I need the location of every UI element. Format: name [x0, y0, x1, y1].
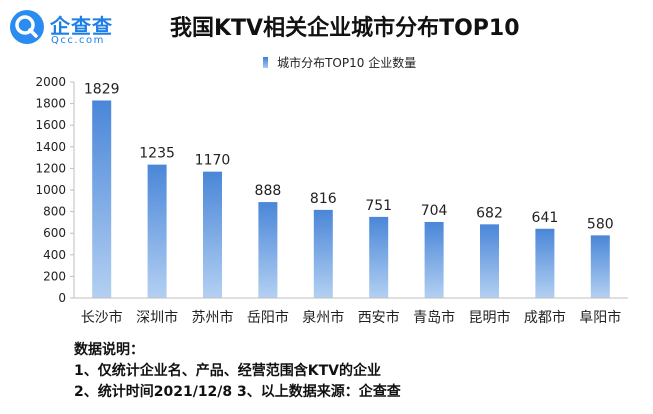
y-tick-label: 200 — [43, 269, 66, 283]
bar — [147, 164, 167, 298]
bar — [203, 171, 222, 298]
data-label: 1235 — [139, 146, 175, 162]
data-label: 888 — [255, 183, 282, 199]
chart-title: 我国KTV相关企业城市分布TOP10 — [170, 16, 520, 41]
data-label: 1829 — [84, 81, 120, 97]
y-tick-label: 1600 — [35, 118, 66, 132]
notes-heading: 数据说明： — [74, 342, 144, 358]
notes-line-1: 1、仅统计企业名、产品、经营范围含KTV的企业 — [74, 363, 381, 379]
data-notes: 数据说明： 1、仅统计企业名、产品、经营范围含KTV的企业 2、统计时间2021… — [74, 340, 401, 403]
x-tick-label: 深圳市 — [136, 309, 178, 326]
bar — [480, 224, 499, 298]
x-tick-label: 成都市 — [524, 309, 566, 326]
data-label: 1170 — [195, 153, 231, 169]
data-label: 682 — [476, 205, 503, 221]
x-axis: 长沙市 深圳市 苏州市 岳阳市 泉州市 西安市 青岛市 昆明市 成都市 阜阳市 — [74, 297, 628, 326]
data-label: 751 — [365, 198, 392, 214]
data-label: 704 — [421, 203, 448, 219]
bar — [369, 216, 389, 298]
y-tick-label: 600 — [43, 226, 66, 240]
x-tick-label: 泉州市 — [302, 309, 344, 326]
y-tick-label: 1200 — [35, 161, 66, 175]
bar — [313, 209, 333, 298]
y-tick-label: 1000 — [35, 183, 66, 197]
bar — [92, 100, 112, 298]
x-tick-label: 岳阳市 — [247, 309, 289, 326]
x-tick-label: 长沙市 — [81, 309, 123, 326]
y-axis: 0 200 400 600 800 1000 1200 1400 1600 1800 2000 — [35, 75, 75, 305]
data-label: 580 — [587, 216, 614, 232]
brand-url: Qcc.com — [51, 35, 105, 46]
y-tick-label: 1400 — [35, 140, 66, 154]
y-tick-label: 800 — [43, 205, 66, 219]
bar — [590, 235, 610, 298]
brand-logo: 企查查 Qcc.com — [10, 8, 130, 48]
legend-swatch — [263, 57, 268, 68]
y-tick-label: 400 — [43, 248, 66, 262]
data-label: 816 — [310, 191, 337, 207]
qcc-logo-icon — [10, 10, 44, 44]
x-tick-label: 昆明市 — [469, 309, 511, 326]
x-tick-label: 阜阳市 — [579, 309, 621, 326]
bar — [535, 228, 555, 298]
data-label: 641 — [532, 210, 559, 226]
legend-label: 城市分布TOP10 企业数量 — [277, 56, 417, 70]
bar — [424, 221, 444, 298]
bar — [258, 202, 278, 298]
bar-chart: 0 200 400 600 800 1000 1200 1400 1600 1800 2000 18… — [35, 75, 628, 326]
x-tick-label: 苏州市 — [192, 309, 234, 326]
x-tick-label: 青岛市 — [413, 309, 455, 326]
chart-legend: 城市分布TOP10 企业数量 — [263, 52, 416, 70]
y-tick-label: 2000 — [35, 75, 66, 89]
y-tick-label: 1800 — [35, 97, 66, 111]
brand-name: 企查查 — [50, 14, 113, 38]
x-tick-label: 西安市 — [358, 309, 400, 326]
notes-line-2: 2、统计时间2021/12/8 3、以上数据来源：企查查 — [74, 384, 401, 400]
y-tick-label: 0 — [58, 291, 66, 305]
bars: 1829 1235 1170 888 816 751 704 682 641 580 — [84, 81, 614, 298]
